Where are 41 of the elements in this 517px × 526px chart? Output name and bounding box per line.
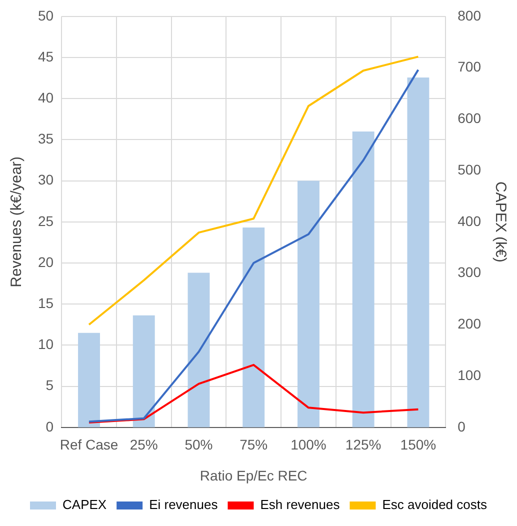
y2-tick-label: 0 <box>458 418 466 434</box>
y2-tick-label: 600 <box>458 110 482 126</box>
y-tick-label: 50 <box>38 7 54 24</box>
y-tick-label: 5 <box>46 377 54 394</box>
y2-tick-label: 700 <box>458 58 482 75</box>
bar <box>132 315 155 428</box>
bar <box>242 228 265 428</box>
y-tick-label: 45 <box>38 48 54 64</box>
bar <box>352 131 374 428</box>
y-tick-label: 40 <box>38 89 54 106</box>
y2-tick-label: 400 <box>458 212 482 229</box>
x-tick-label: 25% <box>130 436 158 453</box>
x-tick-label: 100% <box>290 436 326 453</box>
y2-axis-title: CAPEX (k€) <box>492 181 509 262</box>
y2-tick-label: 300 <box>458 264 482 280</box>
y2-tick-label: 100 <box>458 366 482 383</box>
bar <box>298 180 320 428</box>
legend-label: Esh revenues <box>260 497 340 512</box>
y2-tick-label: 200 <box>458 316 482 332</box>
x-tick-label: 75% <box>240 436 268 453</box>
y-tick-label: 10 <box>38 336 54 352</box>
legend-label: Esc avoided costs <box>382 497 488 512</box>
bar <box>78 332 100 428</box>
y-tick-label: 15 <box>38 294 54 311</box>
x-tick-label: 50% <box>184 436 213 453</box>
y-tick-label: 35 <box>38 130 54 147</box>
x-tick-label: 125% <box>345 436 382 453</box>
bar <box>188 272 210 428</box>
y-axis-title: Revenues (k€/year) <box>8 156 26 288</box>
y-tick-label: 30 <box>38 172 54 188</box>
y-tick-label: 25 <box>38 212 54 229</box>
y2-tick-label: 800 <box>458 7 482 24</box>
legend-label: CAPEX <box>62 497 107 512</box>
y-tick-label: 20 <box>38 254 54 270</box>
y2-tick-label: 500 <box>458 161 482 178</box>
bar <box>407 78 430 428</box>
x-tick-label: 150% <box>400 436 436 453</box>
legend-label: Ei revenues <box>149 497 218 512</box>
x-tick-label: Ref Case <box>60 436 118 453</box>
x-axis-title: Ratio Ep/Ec REC <box>200 467 308 484</box>
y-tick-label: 0 <box>46 418 54 434</box>
